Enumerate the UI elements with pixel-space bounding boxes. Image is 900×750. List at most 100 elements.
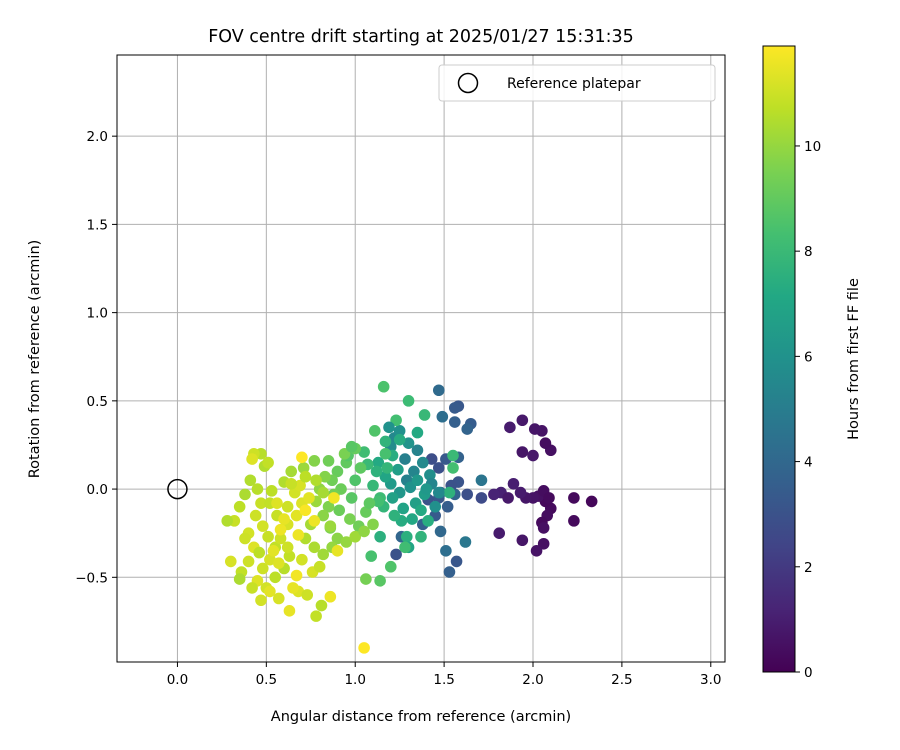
data-point: [308, 455, 321, 467]
data-point: [301, 589, 314, 601]
data-point: [399, 453, 411, 465]
data-point: [233, 500, 246, 513]
data-point: [283, 605, 296, 617]
data-point: [393, 433, 406, 446]
data-point: [349, 530, 362, 543]
data-point: [333, 504, 346, 517]
data-point: [317, 509, 330, 522]
data-point: [322, 500, 335, 513]
data-point: [331, 465, 344, 478]
data-point: [358, 642, 370, 654]
data-point: [568, 515, 580, 527]
reference-marker: [167, 478, 188, 500]
data-point: [432, 384, 445, 397]
colorbar-tick-label: 0: [804, 665, 813, 681]
data-point: [299, 470, 312, 483]
data-point: [367, 479, 379, 492]
data-point: [322, 455, 335, 467]
data-point: [420, 483, 433, 495]
data-point: [319, 470, 331, 483]
data-point: [416, 456, 429, 469]
data-point: [256, 562, 269, 575]
data-point: [221, 515, 234, 527]
data-point: [372, 456, 385, 469]
data-point: [296, 553, 308, 566]
data-point: [349, 474, 362, 487]
data-point: [411, 474, 424, 487]
data-point: [488, 488, 500, 501]
data-point: [372, 495, 385, 508]
data-point: [249, 509, 262, 522]
data-point: [328, 492, 340, 504]
data-point: [528, 423, 541, 435]
data-point: [381, 462, 394, 474]
colorbar-label: Hours from first FF file: [846, 278, 862, 440]
colorbar-tick-label: 8: [804, 244, 813, 260]
data-point: [340, 536, 353, 548]
data-point: [310, 610, 322, 622]
data-point: [360, 506, 372, 518]
data-point: [267, 545, 280, 557]
data-point: [370, 465, 383, 478]
chart-title: FOV centre drift starting at 2025/01/27 …: [208, 27, 634, 47]
data-point: [568, 492, 580, 504]
data-point: [262, 530, 274, 543]
data-point: [441, 500, 454, 513]
data-point: [402, 395, 415, 407]
data-point: [274, 532, 287, 545]
data-point: [424, 469, 436, 481]
data-point: [406, 513, 418, 525]
data-point: [537, 537, 550, 550]
colorbar: 0 2 4 6 8 10 Hours from first FF file: [762, 45, 862, 681]
data-point: [447, 449, 459, 462]
plot-frame: [116, 54, 726, 663]
y-tick-label: 1.5: [87, 217, 108, 233]
data-point: [290, 569, 303, 582]
data-point: [324, 590, 337, 603]
y-tick-label: 0.5: [87, 394, 108, 410]
legend: Reference platepar: [438, 64, 716, 102]
legend-entry: Reference platepar: [507, 76, 641, 92]
x-tick-label: 3.0: [700, 672, 721, 688]
x-tick-label: 2.5: [611, 672, 632, 688]
data-point: [400, 530, 413, 543]
data-point: [272, 592, 285, 605]
data-point: [390, 548, 402, 561]
y-axis-label: Rotation from reference (arcmin): [27, 240, 43, 479]
data-point: [345, 492, 358, 504]
colorbar-tick-label: 10: [804, 139, 821, 155]
data-point: [297, 462, 310, 474]
data-point: [354, 462, 367, 474]
data-point: [251, 483, 264, 495]
legend-marker: [457, 72, 479, 94]
data-point: [516, 534, 529, 547]
x-axis-ticks: 0.0 0.5 1.0 1.5 2.0 2.5 3.0: [167, 662, 722, 688]
data-point: [315, 599, 328, 612]
data-point: [408, 465, 420, 478]
data-point: [459, 536, 472, 548]
data-point: [239, 532, 251, 545]
data-point: [242, 555, 255, 568]
data-point: [440, 545, 452, 557]
data-point: [338, 447, 351, 460]
y-tick-label: 0.0: [87, 482, 108, 498]
data-point: [537, 522, 550, 534]
x-tick-label: 2.0: [522, 672, 543, 688]
data-point: [246, 582, 258, 594]
data-point: [224, 555, 237, 568]
data-point: [450, 555, 463, 568]
data-point: [269, 571, 282, 584]
data-point: [281, 541, 294, 554]
data-point: [432, 486, 445, 499]
data-point: [543, 492, 555, 504]
data-point: [255, 497, 267, 509]
data-point: [368, 425, 381, 437]
data-point: [310, 474, 322, 487]
data-point: [425, 453, 438, 465]
data-point: [324, 520, 337, 532]
data-point: [264, 585, 276, 598]
data-point: [379, 470, 392, 483]
data-point: [504, 421, 516, 434]
data-point: [422, 515, 434, 527]
data-point: [345, 440, 358, 453]
